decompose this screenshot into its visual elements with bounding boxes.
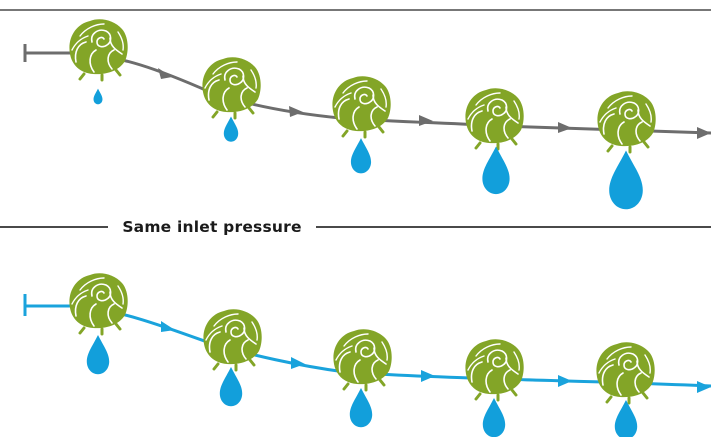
flow-arrow: [291, 357, 305, 369]
water-drop-icon: [614, 400, 638, 437]
plant-icon: [595, 89, 658, 154]
plant-icon: [331, 327, 394, 392]
flow-arrow: [558, 122, 572, 133]
plant-icon: [201, 307, 264, 372]
water-drop-icon: [349, 388, 373, 428]
plant-icon: [67, 17, 130, 82]
flow-arrow: [697, 127, 711, 139]
plant-icon: [200, 55, 263, 120]
water-drop-icon: [86, 335, 110, 375]
plant-icon: [463, 86, 526, 151]
flow-arrow: [421, 370, 435, 382]
row-pressure-compensating: [23, 271, 711, 437]
water-drop-icon: [482, 146, 510, 195]
water-drop-icon: [609, 150, 643, 210]
water-drop-icon: [350, 138, 372, 174]
plant-icon: [594, 340, 657, 405]
row-non-compensating: [23, 17, 711, 210]
water-drop-icon: [93, 88, 103, 105]
plant-icon: [330, 74, 393, 139]
flow-arrow: [161, 321, 175, 332]
water-drop-icon: [223, 116, 239, 142]
water-drop-icon: [482, 398, 506, 437]
flow-arrow: [558, 375, 572, 387]
flow-arrow: [289, 106, 303, 117]
water-drop-icon: [219, 367, 243, 407]
plant-icon: [67, 271, 130, 336]
flow-arrow: [158, 68, 172, 79]
divider-label: Same inlet pressure: [108, 214, 316, 240]
flow-arrow: [697, 381, 711, 393]
plant-icon: [463, 337, 526, 402]
flow-arrow: [419, 115, 433, 126]
